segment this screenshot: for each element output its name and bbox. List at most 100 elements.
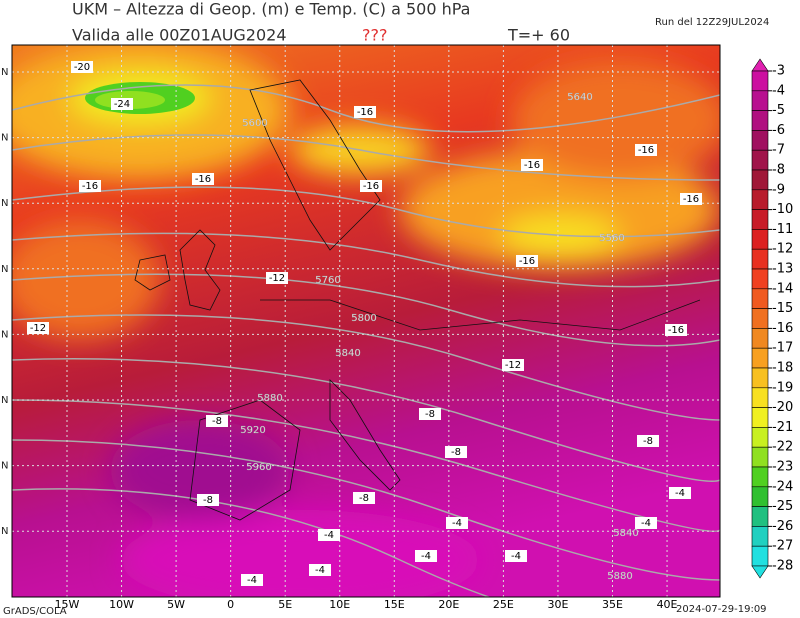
graticule <box>12 45 720 597</box>
colorbar-label: -6 <box>772 123 785 138</box>
temp-label: -16 <box>524 160 540 171</box>
colorbar-box <box>751 328 769 349</box>
temp-label: -16 <box>82 181 98 192</box>
colorbar-box <box>751 427 769 448</box>
colorbar-box <box>751 466 769 488</box>
plot-frame <box>11 44 721 598</box>
temp-label: -16 <box>683 194 699 205</box>
lon-label: 25E <box>493 598 514 611</box>
colorbar-label: -10 <box>772 202 793 217</box>
lat-label: N <box>1 67 8 78</box>
temp-label-box <box>521 159 543 171</box>
temp-label-box <box>446 517 468 529</box>
height-label: 5640 <box>567 92 592 103</box>
temperature-field <box>12 45 720 597</box>
colorbar-label: -9 <box>772 182 785 197</box>
colorbar-box <box>751 169 769 191</box>
colorbar-label: -5 <box>772 103 785 118</box>
temp-label: -20 <box>74 62 90 73</box>
colorbar-box <box>751 486 769 507</box>
height-label: 5840 <box>335 348 360 359</box>
colorbar-label: -19 <box>772 380 793 395</box>
temp-label-box <box>360 180 382 192</box>
colorbar-label: -4 <box>772 83 785 98</box>
temp-label: -4 <box>324 530 334 541</box>
temp-label-box <box>669 487 691 499</box>
colorbar-box <box>751 526 769 547</box>
temp-label-box <box>318 529 340 541</box>
colorbar-label: -25 <box>772 499 793 514</box>
footer-left: GrADS/COLA <box>3 606 67 617</box>
temp-label: -4 <box>452 518 462 529</box>
height-label: 5800 <box>351 313 376 324</box>
colorbar-box <box>751 189 769 210</box>
colorbar-box <box>751 268 769 290</box>
colorbar-label: -26 <box>772 519 793 534</box>
temp-label: -16 <box>357 107 373 118</box>
temp-label: -4 <box>675 488 685 499</box>
temp-label: -4 <box>641 518 651 529</box>
colorbar-label: -27 <box>772 539 793 554</box>
temp-label-box <box>309 564 331 576</box>
lon-label: 20E <box>438 598 459 611</box>
temp-label: -8 <box>203 495 213 506</box>
valid-time: Valida alle 00Z01AUG2024 <box>72 26 287 45</box>
axes: 15W 10W 5W 0 5E 10E 15E 20E 25E 30E 35E 40E N N N N N N N N <box>1 67 678 611</box>
colorbar-box <box>751 446 769 468</box>
temp-label: -8 <box>451 447 461 458</box>
lon-label: 5E <box>278 598 292 611</box>
temp-label: -4 <box>511 551 521 562</box>
lat-label: N <box>1 395 8 406</box>
run-time: Run del 12Z29JUL2024 <box>655 17 769 28</box>
temp-label-box <box>502 359 524 371</box>
colorbar-arrow <box>751 565 769 579</box>
temp-label: -16 <box>519 256 535 267</box>
temp-label-box <box>241 574 263 586</box>
colorbar-box <box>751 130 769 151</box>
temp-label-box <box>206 415 228 427</box>
colorbar-label: -16 <box>772 321 793 336</box>
height-label: 5560 <box>599 233 624 244</box>
flag: ??? <box>362 26 387 45</box>
temp-label: -16 <box>195 174 211 185</box>
lat-label: N <box>1 264 8 275</box>
lon-label: 10E <box>329 598 350 611</box>
colorbar-label: -14 <box>772 281 793 296</box>
lat-label: N <box>1 461 8 472</box>
colorbar-box <box>751 209 769 230</box>
temp-label-box <box>665 324 687 336</box>
temp-label: -16 <box>638 145 654 156</box>
height-label: 5600 <box>242 118 267 129</box>
colorbar-label: -23 <box>772 460 793 475</box>
lon-label: 5W <box>167 598 185 611</box>
lat-label: N <box>1 133 8 144</box>
lat-label: N <box>1 329 8 340</box>
colorbar-label: -8 <box>772 163 785 178</box>
lat-label: N <box>1 198 8 209</box>
temp-label-box <box>71 61 93 73</box>
temp-label-box <box>415 550 437 562</box>
colorbar-box <box>751 347 769 369</box>
colorbar-label: -12 <box>772 242 793 257</box>
temp-label: -8 <box>425 409 435 420</box>
height-label: 5760 <box>315 275 340 286</box>
colorbar-label: -20 <box>772 400 793 415</box>
temp-label-box <box>680 193 702 205</box>
colorbar-label: -15 <box>772 301 793 316</box>
lon-label: 30E <box>547 598 568 611</box>
height-label: 5920 <box>240 425 265 436</box>
temp-label: -24 <box>114 99 130 110</box>
temp-label-box <box>111 98 133 110</box>
temp-label: -4 <box>421 551 431 562</box>
lat-label: N <box>1 526 8 537</box>
title: UKM – Altezza di Geop. (m) e Temp. (C) a… <box>72 0 470 19</box>
colorbar-label: -13 <box>772 262 793 277</box>
contour-labels: -20 -24 -16 -16 -16 -16 -16 -16 -16 -16 -12 -12 -16 -… <box>27 61 702 586</box>
height-label: 5880 <box>257 393 282 404</box>
colorbar-label: -24 <box>772 479 793 494</box>
temp-label: -12 <box>269 273 285 284</box>
colorbar-label: -18 <box>772 361 793 376</box>
temp-label: -8 <box>359 493 369 504</box>
colorbar-box <box>751 545 769 567</box>
colorbar-box <box>751 248 769 270</box>
